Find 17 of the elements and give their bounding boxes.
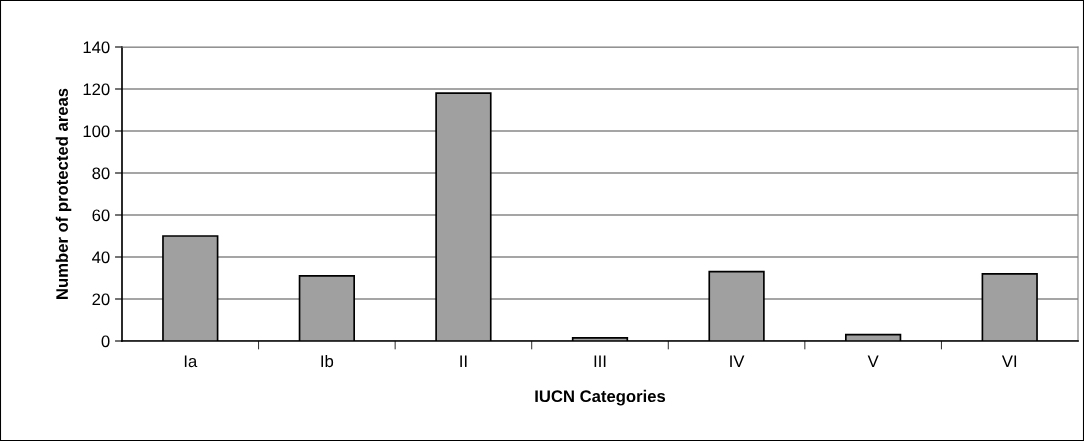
x-tick-label: IV [730,355,745,367]
x-axis-title: IUCN Categories [535,389,666,406]
y-tick-label: 0 [101,335,110,348]
y-tick-label: 100 [83,125,110,138]
y-axis-title: Number of protected areas [55,88,72,299]
x-tick-label: VI [1001,355,1017,367]
y-tick-label: 120 [83,83,110,96]
y-tick-label: 80 [92,167,110,180]
y-tick-label: 140 [83,41,110,54]
x-tick-label: Ia [184,355,198,368]
y-tick-label: 40 [92,251,110,264]
y-tick-label: 20 [92,293,110,306]
x-tick-label: V [867,355,879,367]
x-tick-label: III [594,355,606,367]
x-tick-label: Ib [321,354,334,368]
y-tick-label: 60 [92,209,110,222]
x-tick-label: II [460,355,467,367]
